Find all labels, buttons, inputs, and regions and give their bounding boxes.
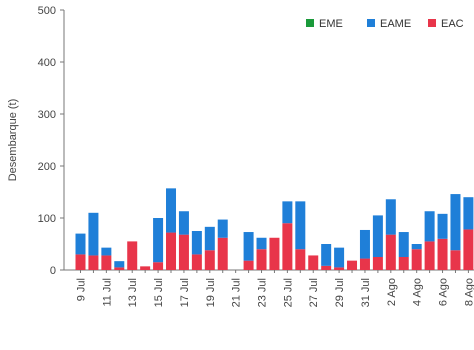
bar-eac bbox=[140, 266, 151, 270]
bar-eame bbox=[463, 197, 474, 230]
bar-eame bbox=[191, 231, 202, 255]
bar-eac bbox=[243, 260, 254, 270]
x-tick-label: 11 Jul bbox=[101, 278, 113, 307]
bar-eame bbox=[75, 233, 86, 255]
legend-label-eac: EAC bbox=[441, 18, 464, 30]
bar-eac bbox=[75, 254, 86, 270]
bar-eac bbox=[334, 267, 345, 270]
bar-eac bbox=[114, 267, 125, 270]
x-axis-ticks: 9 Jul 11 Jul 13 Jul 15 Jul 17 Jul 19 Jul 21 Ju… bbox=[76, 270, 474, 307]
y-tick-label: 0 bbox=[50, 265, 56, 277]
legend-label-eme: EME bbox=[319, 18, 343, 30]
bar-eame bbox=[295, 201, 306, 250]
x-tick-label: 17 Jul bbox=[179, 278, 191, 307]
bar-eame bbox=[398, 232, 409, 257]
bar-eame bbox=[153, 218, 164, 263]
bar-eame bbox=[424, 211, 435, 242]
x-tick-label: 9 Jul bbox=[76, 278, 88, 301]
x-tick-label: 23 Jul bbox=[257, 278, 269, 307]
legend-swatch-eme bbox=[306, 19, 314, 27]
y-tick-label: 200 bbox=[38, 161, 56, 173]
bar-eac bbox=[321, 265, 332, 270]
y-tick-label: 300 bbox=[38, 109, 56, 121]
bar-eac bbox=[127, 241, 138, 270]
bar-eame bbox=[166, 188, 177, 233]
bar-eac bbox=[437, 238, 448, 270]
bar-eac bbox=[463, 229, 474, 270]
bar-eac bbox=[398, 257, 409, 270]
bar-eac bbox=[385, 234, 396, 270]
y-tick-label: 400 bbox=[38, 57, 56, 69]
x-tick-label: 4 Ago bbox=[412, 278, 424, 306]
bar-eame bbox=[114, 261, 125, 268]
legend-swatch-eame bbox=[367, 19, 375, 27]
bar-eame bbox=[217, 219, 228, 238]
bar-eac bbox=[424, 241, 435, 270]
bar-eame bbox=[256, 237, 267, 250]
x-tick-label: 8 Ago bbox=[463, 278, 474, 306]
x-tick-label: 29 Jul bbox=[334, 278, 346, 307]
bar-eac bbox=[178, 234, 189, 270]
bar-eac bbox=[166, 232, 177, 270]
bar-eame bbox=[178, 211, 189, 235]
bar-eac bbox=[359, 258, 370, 270]
bar-eame bbox=[385, 199, 396, 235]
legend: EME EAME EAC bbox=[306, 18, 464, 30]
x-tick-label: 27 Jul bbox=[308, 278, 320, 307]
bar-eac bbox=[191, 254, 202, 270]
bar-eac bbox=[217, 237, 228, 270]
x-tick-label: 2 Ago bbox=[386, 278, 398, 306]
bar-eame bbox=[243, 232, 254, 261]
bar-eame bbox=[88, 212, 99, 256]
bar-eame bbox=[372, 215, 383, 257]
bar-eac bbox=[204, 250, 215, 270]
bar-eac bbox=[153, 262, 164, 270]
bar-eac bbox=[308, 255, 319, 270]
bar-eame bbox=[359, 229, 370, 259]
bar-eac bbox=[282, 223, 293, 270]
bar-eac bbox=[295, 249, 306, 270]
bar-eac bbox=[347, 260, 358, 270]
y-axis-ticks: 0 100 200 300 400 500 bbox=[38, 5, 64, 277]
bar-eame bbox=[411, 244, 422, 250]
bars-group bbox=[75, 188, 474, 270]
bar-eame bbox=[334, 247, 345, 268]
bar-eac bbox=[269, 237, 280, 270]
x-tick-label: 31 Jul bbox=[360, 278, 372, 307]
x-tick-label: 21 Jul bbox=[231, 278, 243, 307]
legend-swatch-eac bbox=[428, 19, 436, 27]
bar-eame bbox=[321, 244, 332, 266]
bar-eame bbox=[437, 213, 448, 239]
y-tick-label: 500 bbox=[38, 5, 56, 17]
bar-eac bbox=[411, 249, 422, 270]
bar-eame bbox=[450, 194, 461, 251]
bar-eac bbox=[372, 257, 383, 270]
legend-label-eame: EAME bbox=[380, 18, 411, 30]
bar-eac bbox=[450, 250, 461, 270]
x-tick-label: 6 Ago bbox=[438, 278, 450, 306]
bar-eame bbox=[101, 247, 112, 256]
bar-eame bbox=[282, 201, 293, 224]
y-axis-label: Desembarque (t) bbox=[7, 99, 19, 182]
y-tick-label: 100 bbox=[38, 213, 56, 225]
bar-eac bbox=[88, 255, 99, 270]
bar-eac bbox=[101, 255, 112, 270]
bar-eame bbox=[204, 226, 215, 251]
x-tick-label: 19 Jul bbox=[205, 278, 217, 307]
x-tick-label: 15 Jul bbox=[153, 278, 165, 307]
x-tick-label: 25 Jul bbox=[282, 278, 294, 307]
bar-eac bbox=[256, 249, 267, 270]
x-tick-label: 13 Jul bbox=[127, 278, 139, 307]
